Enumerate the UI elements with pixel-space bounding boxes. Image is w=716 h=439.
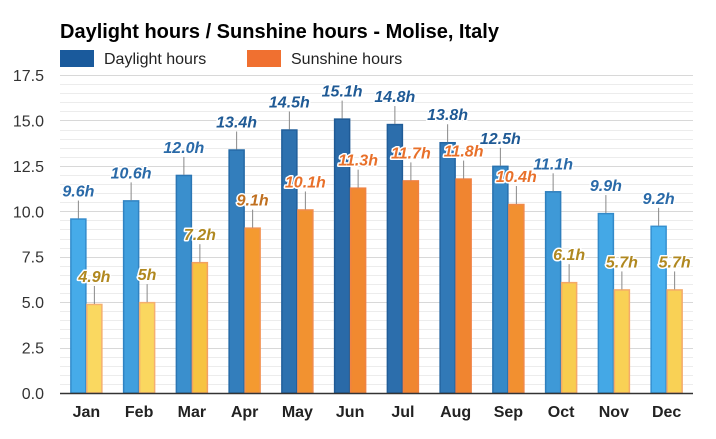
bar-daylight-jul[interactable] [386,123,404,394]
bar-daylight-sep[interactable] [492,165,509,394]
bars [70,118,683,394]
x-tick-label: May [282,404,313,421]
data-label-daylight: 9.9h [590,178,622,195]
y-tick-label: 15.0 [13,113,44,130]
data-label-daylight: 14.8h [374,89,415,106]
bar-sunshine-mar[interactable] [191,261,209,394]
bar-sunshine-jun[interactable] [349,187,367,394]
bar-daylight-feb[interactable] [122,200,140,394]
bar-sunshine-aug[interactable] [455,178,472,394]
gridlines [60,75,693,385]
bar-daylight-jan[interactable] [70,218,87,394]
x-tick-label: Nov [599,404,629,421]
bar-daylight-dec[interactable] [650,225,667,394]
data-label-sunshine: 11.3h [338,153,378,170]
y-tick-label: 5.0 [22,295,44,312]
x-tick-label: Sep [494,404,524,421]
y-tick-label: 7.5 [22,250,44,267]
y-tick-label: 0.0 [22,386,44,403]
data-label-daylight: 12.0h [163,140,204,157]
legend-label-sunshine[interactable]: Sunshine hours [291,51,402,68]
x-tick-label: Jun [336,404,364,421]
bar-daylight-apr[interactable] [228,149,245,394]
legend-swatch-daylight [60,50,94,67]
data-label-sunshine: 5.7h [606,254,638,271]
bar-sunshine-sep[interactable] [508,203,525,394]
y-tick-label: 12.5 [13,159,44,176]
data-label-daylight: 10.6h [111,165,152,182]
data-label-daylight: 14.5h [269,95,310,112]
data-label-sunshine: 10.1h [285,174,326,191]
bar-daylight-aug[interactable] [439,141,456,394]
x-axis: Jan Feb Mar Apr May Jun Jul Aug Sep Oct Nov Dec [73,404,682,421]
bar-daylight-nov[interactable] [597,212,615,394]
x-tick-label: Mar [178,404,206,421]
chart-title: Daylight hours / Sunshine hours - Molise… [60,21,500,43]
data-label-sunshine: 6.1h [553,247,585,264]
x-tick-label: Jan [73,404,101,421]
bar-sunshine-nov[interactable] [613,289,631,394]
data-label-sunshine: 7.2h [184,227,216,244]
legend: Daylight hours Sunshine hours [60,50,402,68]
data-label-sunshine: 5h [138,267,157,284]
bar-sunshine-apr[interactable] [244,227,261,394]
y-tick-label: 17.5 [13,68,44,85]
bar-sunshine-feb[interactable] [138,301,156,394]
legend-swatch-sunshine [247,50,281,67]
y-tick-label: 2.5 [22,341,44,358]
x-tick-label: Oct [548,404,575,421]
data-label-daylight: 13.4h [216,115,257,132]
data-label-sunshine: 5.7h [659,254,691,271]
bar-sunshine-jul[interactable] [402,180,420,394]
data-label-sunshine: 11.8h [444,144,484,161]
data-label-sunshine: 11.7h [391,145,431,162]
legend-label-daylight[interactable]: Daylight hours [104,51,206,68]
bar-daylight-may[interactable] [281,129,298,394]
data-label-sunshine: 9.1h [237,193,269,210]
data-label-sunshine: 10.4h [496,169,537,186]
bar-sunshine-may[interactable] [297,209,314,394]
x-tick-label: Jul [391,404,414,421]
x-tick-label: Dec [652,404,681,421]
data-labels: 9.6h 4.9h 10.6h 5h 12.0h 7.2h 13.4h 9.1h 14.5h 10… [61,82,692,304]
data-label-daylight: 12.5h [480,131,521,148]
x-tick-label: Apr [231,404,259,421]
data-label-daylight: 11.1h [533,156,573,173]
data-label-daylight: 9.6h [62,184,94,201]
data-label-daylight: 9.2h [643,191,675,208]
x-tick-label: Feb [125,404,154,421]
x-tick-label: Aug [440,404,471,421]
data-label-sunshine: 4.9h [77,269,110,286]
y-tick-label: 10.0 [13,204,44,221]
bar-sunshine-oct[interactable] [560,281,578,394]
bar-daylight-oct[interactable] [544,191,562,394]
data-label-daylight: 15.1h [322,84,363,101]
data-label-daylight: 13.8h [427,107,468,124]
y-axis: 0.0 2.5 5.0 7.5 10.0 12.5 15.0 17.5 [13,68,44,403]
bar-sunshine-dec[interactable] [666,289,683,394]
bar-daylight-mar[interactable] [175,174,193,394]
bar-sunshine-jan[interactable] [86,303,103,394]
